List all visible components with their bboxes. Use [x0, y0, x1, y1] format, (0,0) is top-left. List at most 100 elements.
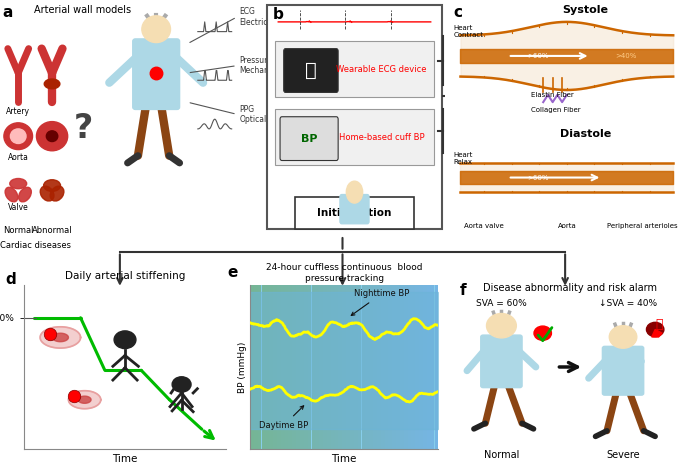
Bar [300, 285, 303, 449]
Bar [304, 285, 308, 449]
Text: Disease abnormality and risk alarm: Disease abnormality and risk alarm [483, 283, 658, 293]
Circle shape [47, 131, 58, 142]
Text: b: b [273, 7, 284, 22]
FancyBboxPatch shape [267, 5, 442, 228]
Bar [419, 285, 423, 449]
Bar [277, 285, 281, 449]
FancyBboxPatch shape [275, 41, 434, 97]
Circle shape [36, 122, 68, 151]
Text: Aorta valve: Aorta valve [464, 223, 504, 229]
Text: SVA = 60%: SVA = 60% [476, 299, 527, 308]
Text: c: c [453, 5, 462, 20]
Text: f: f [460, 283, 466, 297]
Polygon shape [651, 330, 662, 337]
Circle shape [4, 123, 33, 150]
Text: 🔔: 🔔 [656, 318, 663, 331]
Ellipse shape [5, 187, 18, 202]
Bar [373, 285, 377, 449]
Bar [403, 285, 408, 449]
Bar [362, 285, 365, 449]
Text: >40%: >40% [615, 53, 636, 59]
Bar [250, 285, 253, 449]
Bar [346, 285, 350, 449]
Circle shape [486, 314, 516, 338]
Text: Collagen Fiber: Collagen Fiber [532, 107, 581, 113]
Text: >60%: >60% [527, 53, 549, 59]
Bar [415, 285, 419, 449]
FancyBboxPatch shape [133, 39, 179, 109]
Bar [358, 285, 362, 449]
Bar [331, 285, 334, 449]
Bar [334, 285, 338, 449]
Circle shape [10, 129, 26, 143]
Bar [319, 285, 323, 449]
Bar [262, 285, 265, 449]
Bar [412, 285, 415, 449]
Polygon shape [78, 396, 91, 403]
Bar [350, 285, 353, 449]
Y-axis label: BP (mmHg): BP (mmHg) [238, 341, 247, 393]
Text: Normal: Normal [3, 226, 34, 235]
Bar [308, 285, 312, 449]
Text: Heart
Contract: Heart Contract [453, 25, 484, 38]
Bar [273, 285, 277, 449]
Text: e: e [227, 266, 238, 280]
Text: Initialization: Initialization [317, 208, 392, 218]
Bar [288, 285, 292, 449]
Bar [396, 285, 400, 449]
Ellipse shape [10, 179, 27, 189]
Circle shape [647, 323, 664, 337]
Bar [408, 285, 412, 449]
FancyBboxPatch shape [280, 117, 338, 161]
Bar [312, 285, 315, 449]
Circle shape [534, 326, 551, 341]
Bar [342, 285, 346, 449]
Ellipse shape [18, 187, 32, 202]
Bar [423, 285, 427, 449]
Bar [281, 285, 284, 449]
Text: Nighttime BP: Nighttime BP [351, 289, 409, 315]
Bar [327, 285, 331, 449]
Polygon shape [40, 327, 81, 348]
Text: Normal: Normal [484, 449, 519, 459]
Bar [296, 285, 300, 449]
Bar [431, 285, 434, 449]
Bar [388, 285, 393, 449]
FancyBboxPatch shape [284, 48, 338, 93]
Text: Abnormal: Abnormal [32, 226, 73, 235]
Polygon shape [52, 333, 68, 342]
Text: Heart
Relax: Heart Relax [453, 152, 473, 164]
Ellipse shape [50, 186, 64, 201]
FancyBboxPatch shape [295, 197, 414, 228]
Bar [427, 285, 431, 449]
Bar [381, 285, 384, 449]
Text: Systole: Systole [563, 5, 609, 15]
FancyBboxPatch shape [602, 346, 644, 395]
Text: Diastole: Diastole [560, 129, 612, 139]
FancyBboxPatch shape [275, 109, 434, 165]
Bar [438, 285, 443, 449]
Bar [285, 285, 288, 449]
Bar [292, 285, 296, 449]
Circle shape [609, 326, 637, 348]
Text: Severe: Severe [606, 449, 640, 459]
Text: Cardiac diseases: Cardiac diseases [0, 241, 71, 250]
Text: >60%: >60% [527, 174, 549, 180]
Text: Remove the cuff and keep only the wearable or flexible sensor: Remove the cuff and keep only the wearab… [134, 252, 551, 265]
X-axis label: Time: Time [112, 455, 138, 465]
Text: BP: BP [301, 133, 317, 143]
Text: Wearable ECG device: Wearable ECG device [336, 65, 427, 74]
Ellipse shape [40, 186, 54, 201]
Circle shape [172, 377, 191, 392]
FancyBboxPatch shape [340, 195, 369, 224]
Bar [315, 285, 319, 449]
Text: d: d [5, 272, 16, 287]
Text: ⌚: ⌚ [305, 61, 316, 80]
Title: 24-hour cuffless continuous  blood
pressure tracking: 24-hour cuffless continuous blood pressu… [266, 263, 423, 283]
Bar [269, 285, 273, 449]
Bar [254, 285, 258, 449]
Text: Aorta: Aorta [8, 153, 29, 162]
Bar [434, 285, 438, 449]
Text: PPG
Optical: PPG Optical [240, 104, 266, 124]
Bar [258, 285, 262, 449]
